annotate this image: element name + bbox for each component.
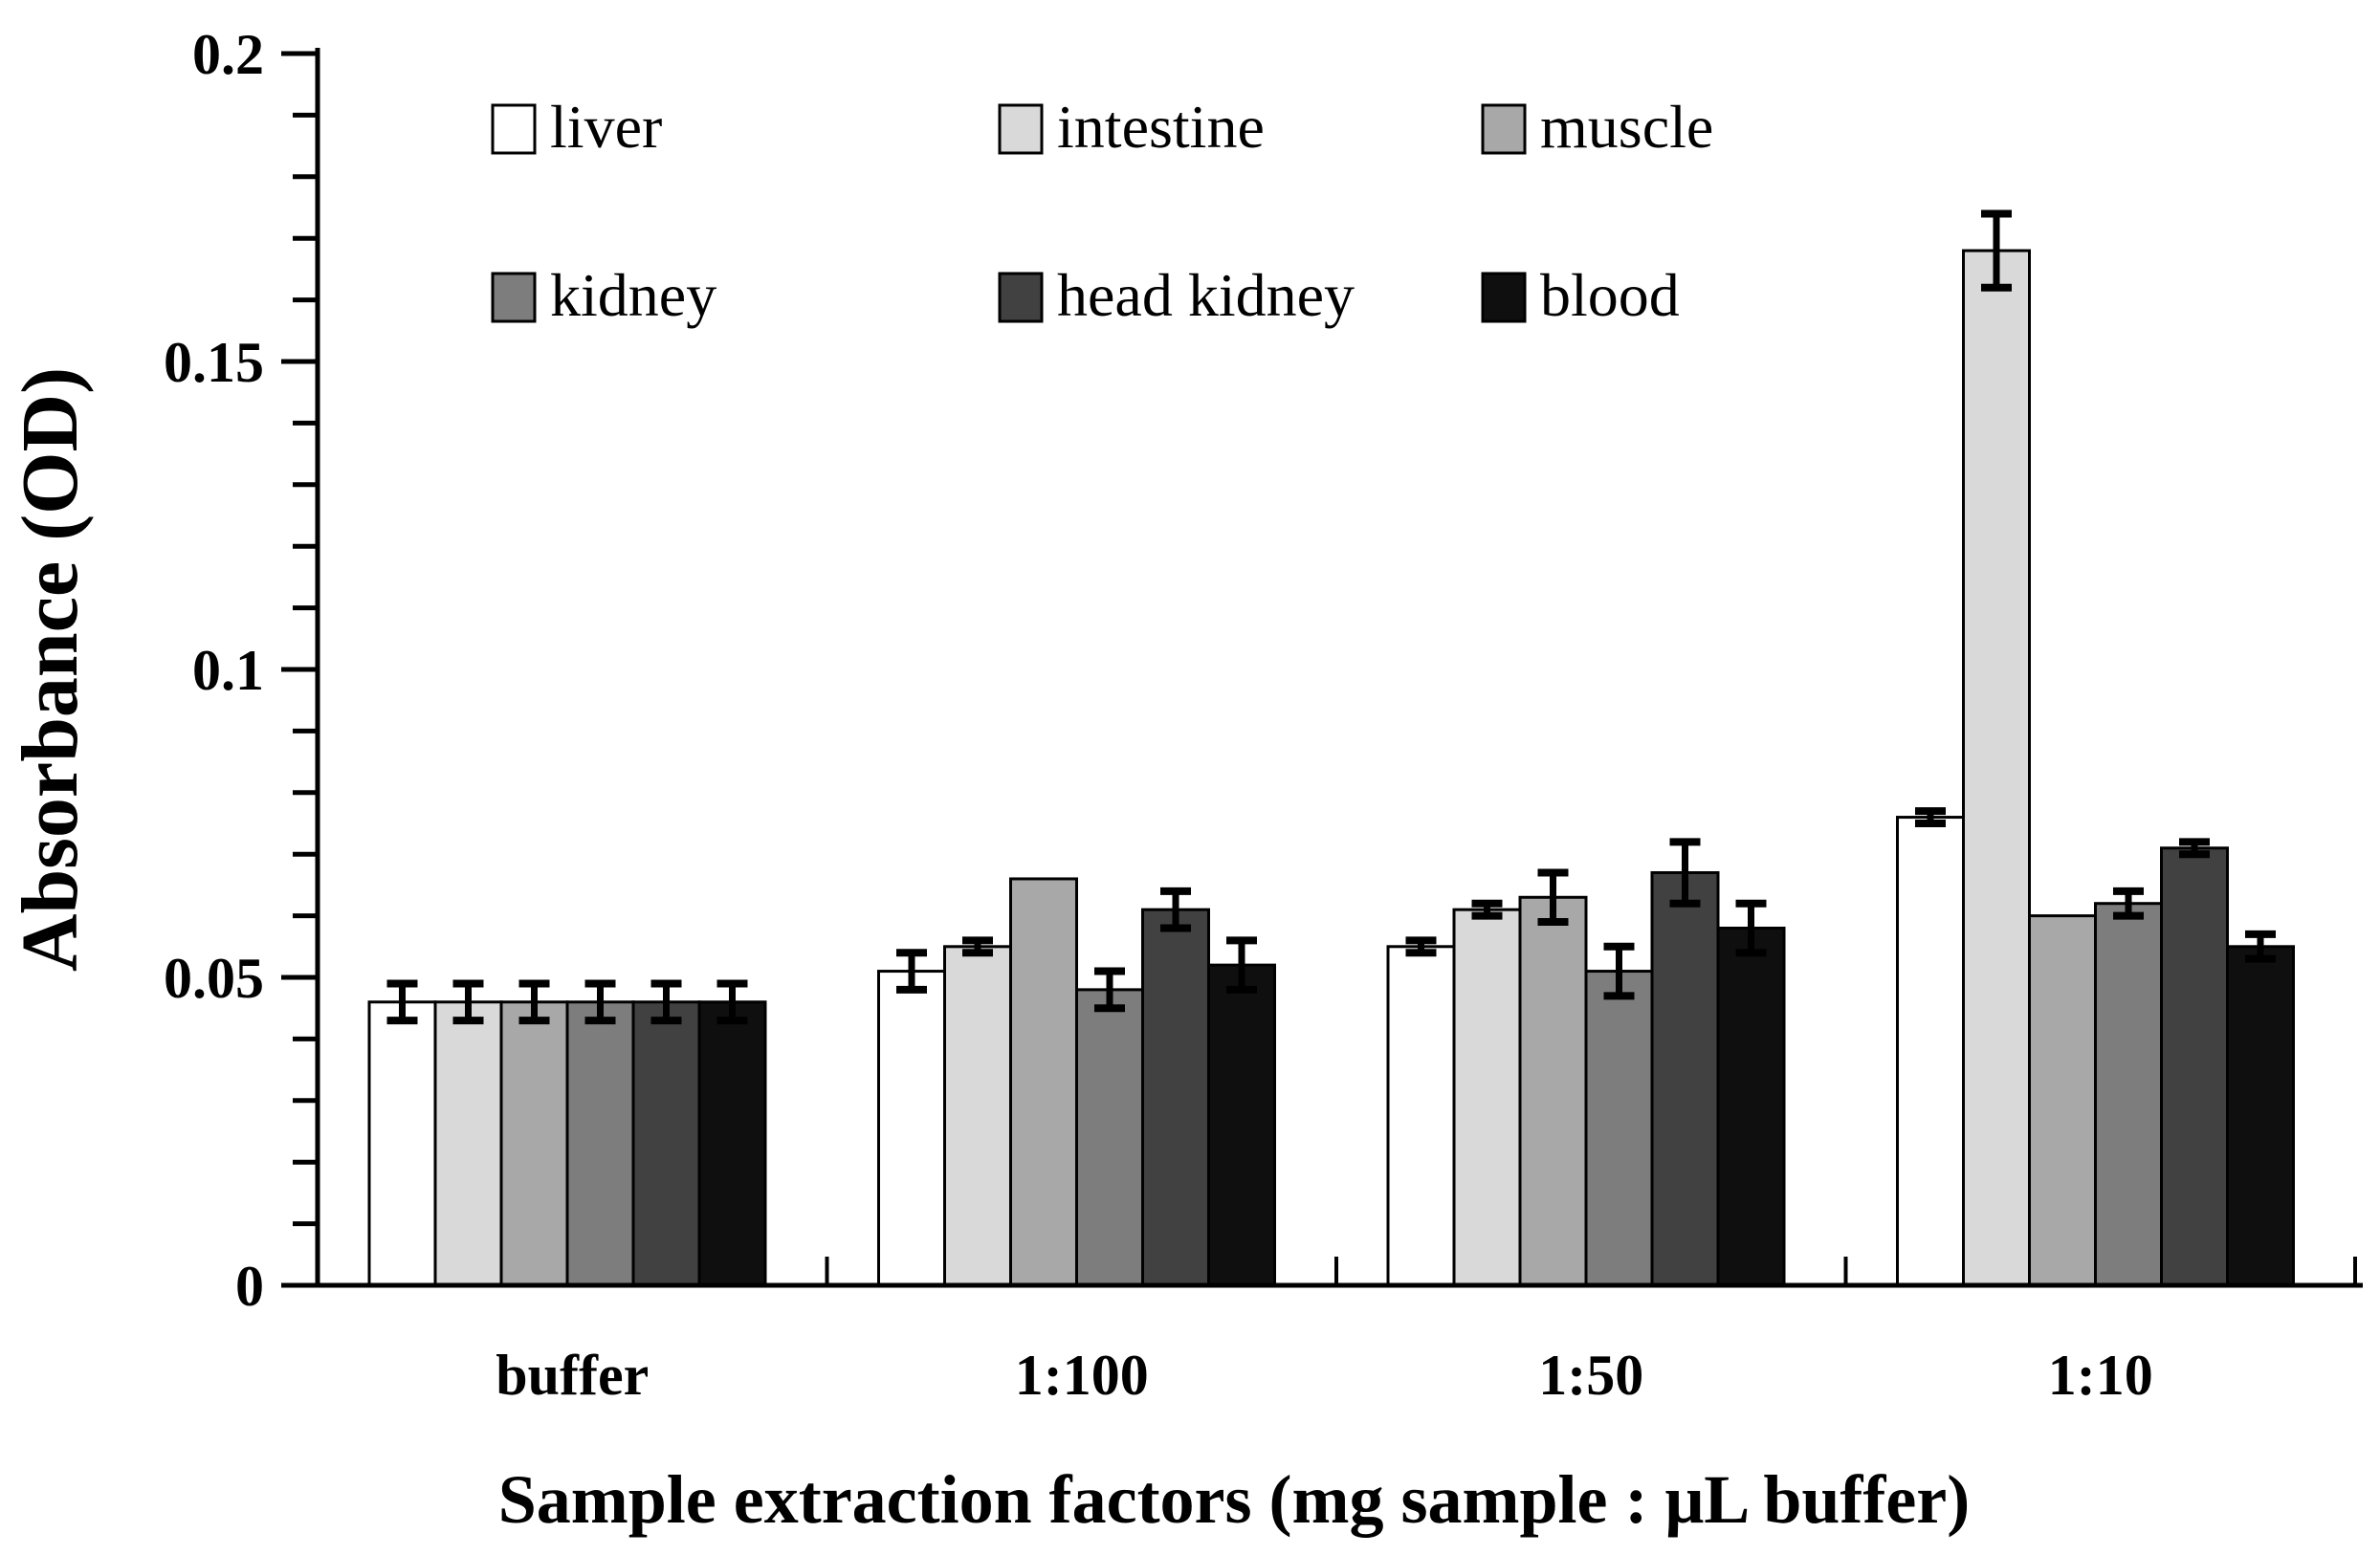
bar [2160, 846, 2229, 1287]
y-tick-label: 0.1 [192, 639, 264, 702]
x-category-label: 1:50 [1538, 1344, 1643, 1407]
y-tick-label: 0.15 [164, 331, 264, 394]
legend-swatch [998, 103, 1044, 155]
y-tick-label: 0.2 [192, 23, 264, 86]
bar [943, 945, 1012, 1287]
bar [2028, 914, 2097, 1287]
x-category-label: buffer [496, 1344, 649, 1407]
legend-swatch [1481, 103, 1527, 155]
bar [1650, 871, 1720, 1287]
bar [1716, 926, 1786, 1287]
bar [1141, 908, 1210, 1287]
bar [1518, 895, 1588, 1287]
legend-label: liver [550, 93, 662, 161]
bar [565, 1000, 635, 1287]
x-category-label: 1:100 [1015, 1344, 1149, 1407]
y-tick-label: 0 [235, 1255, 264, 1318]
bar [697, 1000, 767, 1287]
bar [877, 970, 946, 1287]
y-tick-label: 0.05 [164, 947, 264, 1010]
x-axis-title: Sample extraction factors (mg sample : μ… [498, 1461, 1971, 1538]
bar [2226, 945, 2295, 1287]
bar [499, 1000, 569, 1287]
bar [2094, 902, 2163, 1287]
legend-label: blood [1540, 261, 1680, 329]
bar [1896, 816, 1965, 1287]
bar [631, 1000, 701, 1287]
legend-label: muscle [1540, 93, 1713, 161]
bar [1962, 249, 2031, 1287]
bar [1207, 963, 1276, 1287]
legend-label: intestine [1057, 93, 1265, 161]
bar [1452, 908, 1522, 1287]
bar [433, 1000, 503, 1287]
bar [1075, 988, 1144, 1287]
bar [367, 1000, 437, 1287]
bar [1009, 877, 1078, 1287]
plot-area: 0 0.05 0.1 0.15 0.2 buffer 1:100 1:50 1:10 liver i… [164, 23, 2357, 1407]
legend-label: head kidney [1057, 261, 1355, 329]
bar [1584, 970, 1654, 1287]
y-axis-title: Absorbance (OD) [6, 367, 95, 972]
bar [1386, 945, 1456, 1287]
x-category-label: 1:10 [2048, 1344, 2153, 1407]
legend-swatch [491, 103, 537, 155]
legend-swatch [1481, 272, 1527, 323]
legend-label: kidney [550, 261, 716, 329]
legend-swatch [998, 272, 1044, 323]
legend-swatch [491, 272, 537, 323]
